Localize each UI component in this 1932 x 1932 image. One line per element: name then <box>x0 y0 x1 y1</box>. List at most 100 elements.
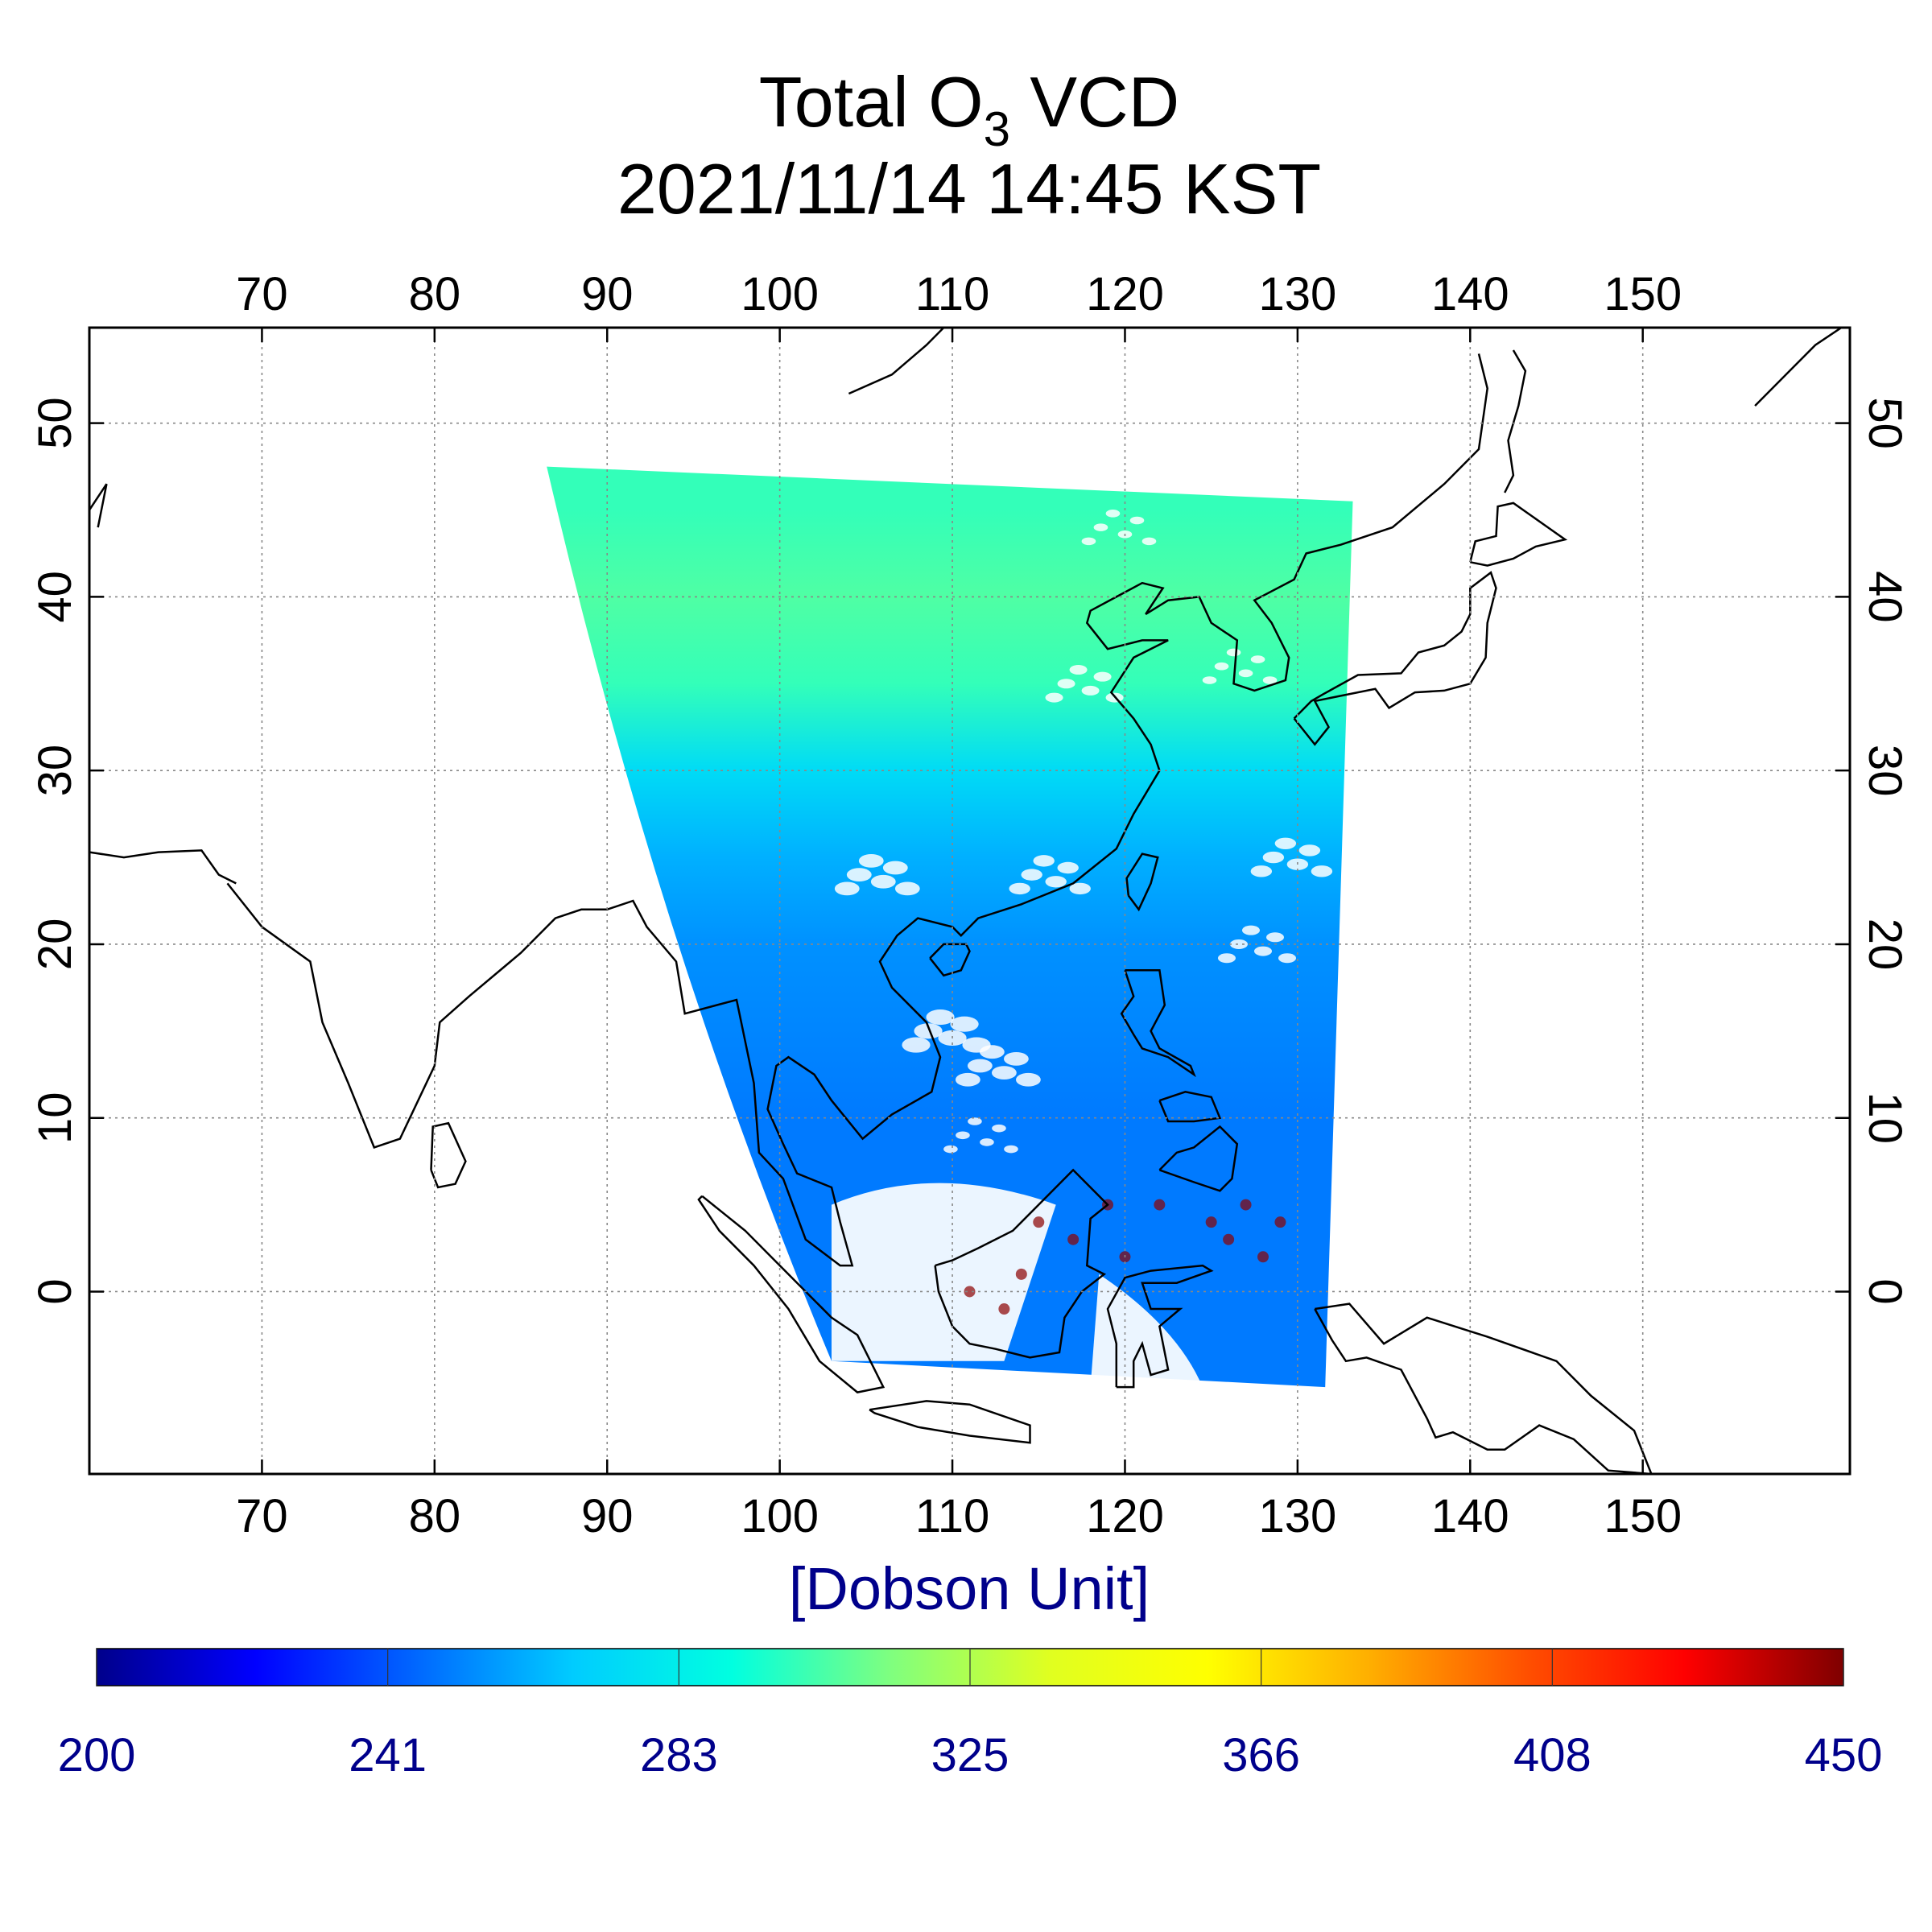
lon-label-top: 80 <box>409 268 461 320</box>
cloud-fleck <box>1217 953 1236 964</box>
high-ozone-fleck <box>1240 1199 1252 1211</box>
coastline-sulawesi <box>1106 1264 1214 1389</box>
cloud-fleck <box>1238 669 1253 678</box>
lon-label-top: 150 <box>1604 268 1682 320</box>
lon-label-bottom: 120 <box>1086 1490 1164 1542</box>
cloud-fleck <box>1250 865 1273 877</box>
cloud-fleck <box>1298 844 1321 857</box>
axis-tick-marks <box>89 328 1850 1474</box>
coastline-india-coast <box>226 353 1488 1267</box>
lat-label-right: 0 <box>1859 1278 1911 1304</box>
lat-label-left: 40 <box>29 571 81 623</box>
lon-label-bottom: 80 <box>409 1490 461 1542</box>
lon-label-top: 100 <box>741 268 819 320</box>
high-ozone-fleck <box>1033 1216 1045 1228</box>
axis-tick-labels: 7070808090901001001101101201201301301401… <box>29 268 1911 1542</box>
cloud-fleck <box>846 868 872 882</box>
cloud-fleck <box>1229 939 1248 949</box>
lon-label-top: 110 <box>915 268 989 320</box>
cloud-fleck <box>1266 932 1285 943</box>
coastline-japan-hokkaido <box>1469 502 1568 567</box>
cloud-fleck <box>1262 851 1285 864</box>
lat-label-right: 10 <box>1859 1092 1911 1144</box>
cloud-fleck <box>1274 837 1297 850</box>
cloud-fleck <box>968 1117 982 1125</box>
high-ozone-fleck <box>1067 1233 1080 1245</box>
cloud-fleck <box>882 861 908 875</box>
missing-data-region <box>831 1183 1056 1361</box>
cloud-fleck <box>1021 869 1042 881</box>
colorbar-ticks: 200 241 283 325 366 408 450 <box>58 1649 1883 1781</box>
coastline-philippines-visayas <box>1158 1091 1222 1123</box>
cloud-fleck <box>1057 861 1079 874</box>
cloud-fleck <box>1214 662 1229 671</box>
cloud-fleck <box>992 1124 1006 1133</box>
lat-label-left: 0 <box>29 1278 81 1304</box>
cloud-fleck <box>1093 523 1108 531</box>
cloud-fleck <box>1057 679 1075 689</box>
coastline-philippines-mindanao <box>1158 1125 1239 1192</box>
coastline-hainan <box>929 943 971 977</box>
cloud-fleck <box>991 1066 1017 1080</box>
cloud-fleck <box>1045 692 1063 703</box>
cloud-fleck <box>1081 537 1096 546</box>
lat-label-right: 50 <box>1859 397 1911 449</box>
cloud-fleck <box>1045 876 1067 888</box>
cloud-fleck <box>979 1045 1005 1059</box>
lon-label-bottom: 130 <box>1258 1490 1336 1542</box>
cloud-fleck <box>1129 516 1145 525</box>
cloud-fleck <box>1226 648 1241 657</box>
cloud-fleck <box>943 1145 958 1154</box>
coastline-aral-caspian <box>89 483 108 528</box>
colorbar-tick-label: 200 <box>58 1729 136 1781</box>
high-ozone-fleck <box>1205 1216 1217 1228</box>
high-ozone-fleck <box>998 1303 1010 1315</box>
lon-label-bottom: 140 <box>1431 1490 1509 1542</box>
cloud-fleck <box>1141 537 1157 546</box>
colorbar-tick-label: 325 <box>931 1729 1009 1781</box>
high-ozone-fleck <box>964 1286 976 1298</box>
map-frame <box>88 326 1852 1476</box>
cloud-fleck <box>1202 676 1217 684</box>
cloud-fleck <box>967 1059 993 1073</box>
colorbar-tick-label: 450 <box>1805 1729 1883 1781</box>
graticule <box>89 328 1850 1474</box>
coastline-lake-baikal <box>848 328 945 395</box>
cloud-fleck <box>1254 946 1272 956</box>
cloud-fleck <box>1278 953 1297 964</box>
cloud-fleck <box>1241 925 1260 935</box>
cloud-fleck <box>1093 671 1112 682</box>
colorbar-unit-label: [Dobson Unit] <box>789 1555 1150 1622</box>
cloud-fleck <box>914 1023 943 1039</box>
lat-label-left: 50 <box>29 397 81 449</box>
colorbar-tick-label: 283 <box>640 1729 718 1781</box>
high-ozone-fleck <box>1223 1233 1235 1245</box>
lat-label-left: 20 <box>29 919 81 971</box>
lon-label-top: 70 <box>236 268 288 320</box>
cloud-fleck <box>1262 676 1278 684</box>
cloud-fleck <box>1311 865 1333 877</box>
coastline-srilanka <box>430 1121 467 1189</box>
cloud-fleck <box>926 1009 955 1026</box>
lat-label-right: 40 <box>1859 571 1911 623</box>
lon-label-bottom: 110 <box>915 1490 989 1542</box>
high-ozone-fleck <box>1257 1251 1269 1263</box>
lat-label-right: 20 <box>1859 919 1911 971</box>
high-ozone-fleck <box>1015 1268 1027 1280</box>
cloud-fleck <box>1069 882 1091 895</box>
cloud-fleck <box>858 853 884 868</box>
coastline-new-guinea <box>1314 1302 1653 1474</box>
lat-label-right: 30 <box>1859 745 1911 797</box>
lon-label-top: 140 <box>1431 268 1509 320</box>
missing-data-region <box>1090 1274 1203 1388</box>
cloud-fleck <box>834 881 860 896</box>
cloud-fleck <box>870 874 896 889</box>
coastline-japan-kyushu-honshu <box>1293 571 1497 746</box>
cloud-fleck <box>955 1072 980 1087</box>
cloud-fleck <box>980 1138 994 1146</box>
cloud-fleck <box>902 1037 931 1053</box>
lat-label-left: 30 <box>29 745 81 797</box>
cloud-fleck <box>1081 685 1100 696</box>
lon-label-top: 90 <box>581 268 634 320</box>
